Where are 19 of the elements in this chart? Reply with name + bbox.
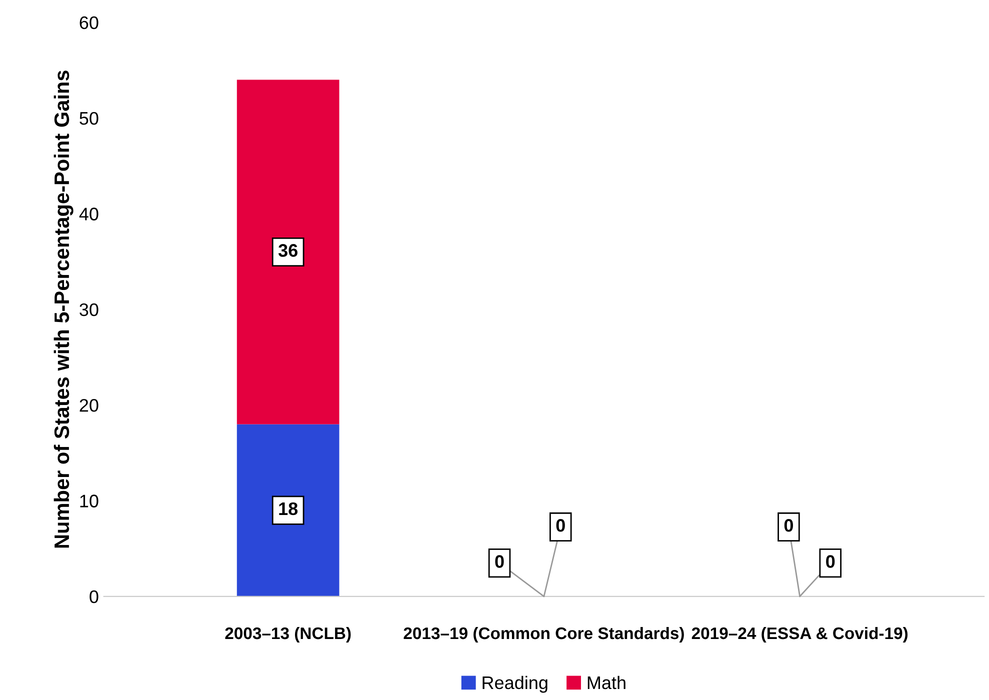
data-label: 36 [278,244,298,257]
y-tick-label: 10 [80,494,98,508]
y-tick-label: 20 [80,399,98,412]
x-tick-label: 2013–19 (Common Core Standards) [404,626,684,642]
legend-label: Reading [482,676,548,693]
y-axis-title: Number of States with 5-Percentage-Point Gains [54,70,74,548]
legend-label: Math [588,676,626,690]
x-tick-label: 2003–13 (NCLB) [225,626,351,642]
y-tick-label: 40 [79,208,98,220]
y-tick-label: 50 [80,112,98,125]
x-tick-label: 2019–24 (ESSA & Covid-19) [692,626,908,642]
y-tick-label: 30 [80,303,98,316]
data-label: 18 [279,502,298,516]
annotation: 0 [495,555,504,568]
y-tick-label: 0 [90,590,98,604]
annotation: 0 [826,555,835,568]
annotation: 0 [556,519,565,532]
y-tick-label: 60 [80,16,98,30]
annotation: 0 [784,519,793,532]
